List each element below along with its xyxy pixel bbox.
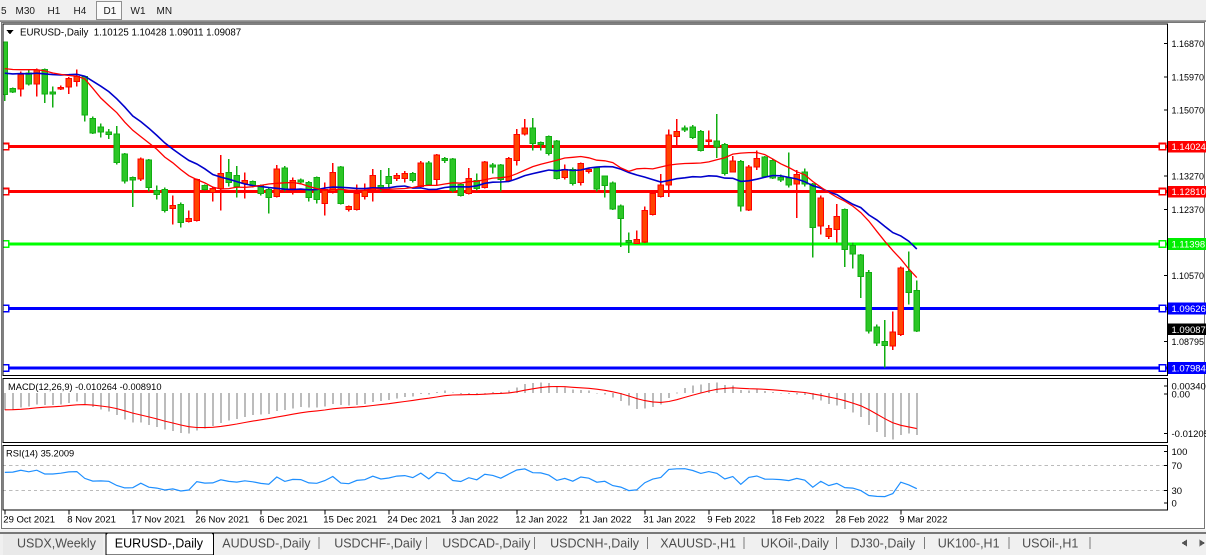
svg-text:1.16870: 1.16870 [1172,39,1205,49]
svg-text:USDCAD-,Daily: USDCAD-,Daily [442,537,531,551]
svg-text:30: 30 [1172,486,1183,497]
svg-text:9 Mar 2022: 9 Mar 2022 [899,515,947,526]
svg-text:24 Dec 2021: 24 Dec 2021 [387,515,441,526]
svg-text:17 Nov 2021: 17 Nov 2021 [131,515,185,526]
svg-text:3 Jan 2022: 3 Jan 2022 [451,515,498,526]
svg-text:RSI(14) 35.2009: RSI(14) 35.2009 [6,449,74,459]
svg-text:1.12370: 1.12370 [1172,205,1205,215]
svg-text:H4: H4 [74,6,87,17]
svg-text:W1: W1 [131,6,146,17]
svg-text:1.15970: 1.15970 [1172,72,1205,82]
svg-text:15 Dec 2021: 15 Dec 2021 [323,515,377,526]
svg-text:70: 70 [1172,461,1183,472]
svg-text:100: 100 [1172,447,1188,458]
svg-text:29 Oct 2021: 29 Oct 2021 [3,515,55,526]
svg-text:0.00: 0.00 [1172,389,1191,400]
svg-text:0.0034080: 0.0034080 [1172,382,1206,393]
svg-text:1.09626: 1.09626 [1172,304,1206,315]
svg-text:26 Nov 2021: 26 Nov 2021 [195,515,249,526]
svg-text:1.09087: 1.09087 [1172,325,1206,336]
svg-text:1.11398: 1.11398 [1172,240,1206,251]
svg-text:-0.0120500: -0.0120500 [1172,429,1206,440]
svg-text:EURUSD-,Daily 1.10125 1.10428: EURUSD-,Daily 1.10125 1.10428 1.09011 1.… [20,28,241,39]
svg-text:21 Jan 2022: 21 Jan 2022 [579,515,631,526]
svg-text:USDCNH-,Daily: USDCNH-,Daily [550,537,640,551]
svg-text:6 Dec 2021: 6 Dec 2021 [259,515,308,526]
svg-text:1.07984: 1.07984 [1172,364,1206,375]
svg-text:XAUUSD-,H1: XAUUSD-,H1 [660,537,736,551]
svg-text:USOil-,H1: USOil-,H1 [1022,537,1078,551]
svg-text:UKOil-,Daily: UKOil-,Daily [761,537,830,551]
svg-text:18 Feb 2022: 18 Feb 2022 [771,515,824,526]
svg-text:EURUSD-,Daily: EURUSD-,Daily [115,537,204,551]
svg-text:M30: M30 [16,6,36,17]
svg-text:DJ30-,Daily: DJ30-,Daily [851,537,916,551]
svg-text:MACD(12,26,9) -0.010264 -0.008: MACD(12,26,9) -0.010264 -0.008910 [8,382,162,392]
svg-text:1.08795: 1.08795 [1172,337,1205,347]
svg-text:1.15070: 1.15070 [1172,105,1205,115]
svg-text:AUDUSD-,Daily: AUDUSD-,Daily [222,537,311,551]
svg-text:28 Feb 2022: 28 Feb 2022 [835,515,888,526]
svg-text:31 Jan 2022: 31 Jan 2022 [643,515,695,526]
svg-text:8 Nov 2021: 8 Nov 2021 [67,515,116,526]
svg-text:1.14024: 1.14024 [1172,142,1206,153]
svg-text:0: 0 [1172,499,1177,510]
svg-text:MN: MN [157,6,173,17]
svg-text:H1: H1 [48,6,61,17]
svg-text:1.13270: 1.13270 [1172,172,1205,182]
svg-text:5: 5 [1,6,7,17]
svg-text:D1: D1 [104,6,117,17]
svg-text:UK100-,H1: UK100-,H1 [938,537,1000,551]
svg-text:1.10570: 1.10570 [1172,271,1205,281]
svg-text:9 Feb 2022: 9 Feb 2022 [707,515,755,526]
svg-text:USDCHF-,Daily: USDCHF-,Daily [334,537,422,551]
svg-text:12 Jan 2022: 12 Jan 2022 [515,515,567,526]
svg-text:USDX,Weekly: USDX,Weekly [17,537,97,551]
svg-text:1.12810: 1.12810 [1172,187,1206,198]
